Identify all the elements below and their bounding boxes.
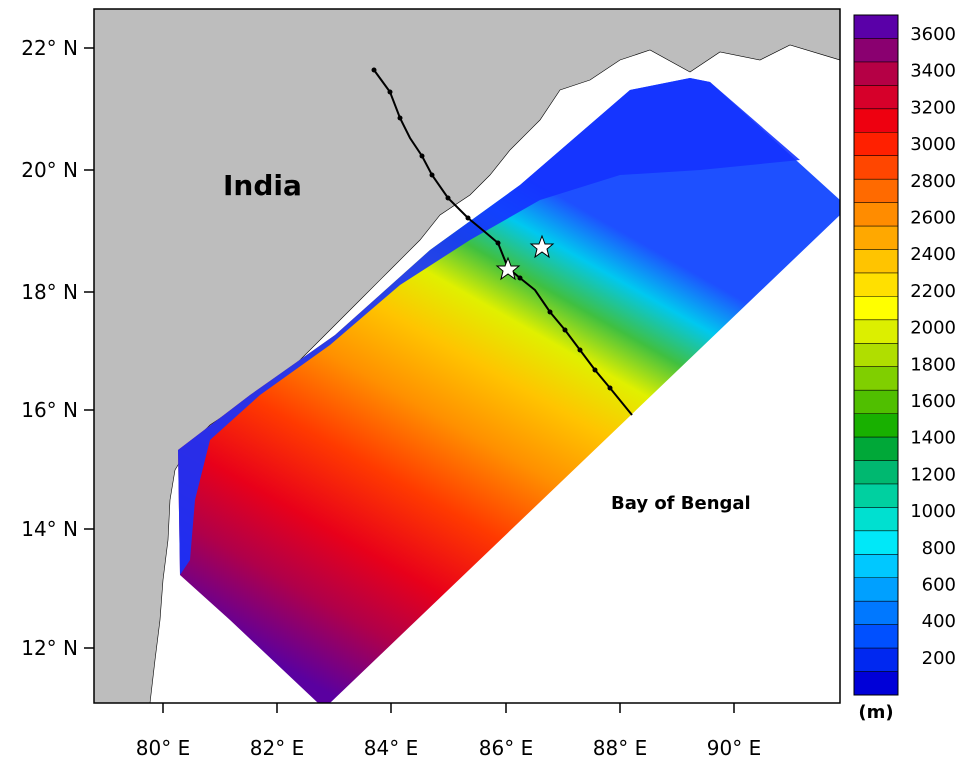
- colorbar-swatch: [854, 483, 898, 508]
- colorbar-tick-label: 3600: [910, 24, 956, 45]
- colorbar-tick-label: 3200: [910, 97, 956, 118]
- colorbar-frame: [853, 14, 899, 696]
- star-marker: [495, 256, 521, 281]
- plot-frame: [93, 8, 841, 704]
- colorbar-swatch: [854, 108, 898, 133]
- lon-label: 80° E: [136, 736, 190, 760]
- colorbar-swatch: [854, 343, 898, 368]
- colorbar-swatch: [854, 155, 898, 180]
- colorbar-swatch: [854, 577, 898, 602]
- colorbar-swatch: [854, 554, 898, 579]
- country-label: India: [223, 169, 302, 202]
- track-points: [371, 67, 613, 391]
- bathymetry-field: [178, 78, 840, 703]
- colorbar-labels: 3600 3400 3200 3000 2800 2600 2400 2200 2000 1800…: [910, 24, 956, 669]
- colorbar-swatch: [854, 179, 898, 204]
- colorbar-tick-label: 3400: [910, 61, 956, 82]
- lon-ticks: [162, 703, 735, 713]
- colorbar-tick-label: 1800: [910, 354, 956, 375]
- colorbar-swatch: [854, 85, 898, 110]
- lat-label: 18° N: [21, 280, 78, 304]
- lon-label: 86° E: [479, 736, 533, 760]
- colorbar-swatch: [854, 624, 898, 649]
- lat-label: 16° N: [21, 398, 78, 422]
- lat-label: 14° N: [21, 517, 78, 541]
- colorbar-swatch: [854, 38, 898, 63]
- colorbar-swatch: [854, 132, 898, 157]
- lat-label: 20° N: [21, 158, 78, 182]
- colorbar-swatch: [854, 366, 898, 391]
- colorbar-tick-label: 3000: [910, 134, 956, 155]
- colorbar-swatch: [854, 530, 898, 555]
- land-india: [94, 9, 840, 703]
- colorbar-unit: (m): [858, 702, 893, 723]
- colorbar-tick-label: 2800: [910, 171, 956, 192]
- colorbar-swatch: [854, 61, 898, 86]
- colorbar-swatch: [854, 437, 898, 462]
- colorbar-swatch: [854, 648, 898, 673]
- colorbar-tick-label: 1200: [910, 464, 956, 485]
- colorbar-swatch: [854, 15, 898, 39]
- colorbar-swatch: [854, 319, 898, 344]
- colorbar-tick-label: 1000: [910, 501, 956, 522]
- shallow-shelf-band: [178, 78, 800, 575]
- sea-label: Bay of Bengal: [611, 493, 751, 514]
- colorbar-tick-label: 600: [922, 575, 956, 596]
- colorbar-swatch: [854, 390, 898, 415]
- lon-label: 88° E: [593, 736, 647, 760]
- colorbar-tick-label: 2400: [910, 244, 956, 265]
- lon-label: 82° E: [250, 736, 304, 760]
- star-marker: [529, 234, 555, 259]
- colorbar-tick-label: 2200: [910, 281, 956, 302]
- colorbar-swatch: [854, 249, 898, 274]
- colorbar-swatch: [854, 296, 898, 321]
- lon-label: 84° E: [364, 736, 418, 760]
- lat-label: 12° N: [21, 636, 78, 660]
- lat-ticks: [84, 47, 94, 649]
- colorbar-tick-label: 1400: [910, 428, 956, 449]
- colorbar-tick-label: 800: [922, 538, 956, 559]
- colorbar-swatch: [854, 460, 898, 485]
- colorbar-tick-label: 2600: [910, 208, 956, 229]
- colorbar-swatch: [854, 601, 898, 626]
- colorbar-tick-label: 2000: [910, 318, 956, 339]
- lat-label: 22° N: [21, 36, 78, 60]
- colorbar-swatch: [854, 202, 898, 227]
- colorbar-tick-label: 1600: [910, 391, 956, 412]
- colorbar-swatch: [854, 507, 898, 532]
- colorbar-tick-label: 200: [922, 648, 956, 669]
- colorbar-swatch: [854, 272, 898, 297]
- colorbar: [853, 14, 899, 696]
- colorbar-swatch: [854, 413, 898, 438]
- colorbar-swatch: [854, 226, 898, 250]
- colorbar-swatch: [854, 671, 898, 696]
- colorbar-tick-label: 400: [922, 611, 956, 632]
- lon-label: 90° E: [707, 736, 761, 760]
